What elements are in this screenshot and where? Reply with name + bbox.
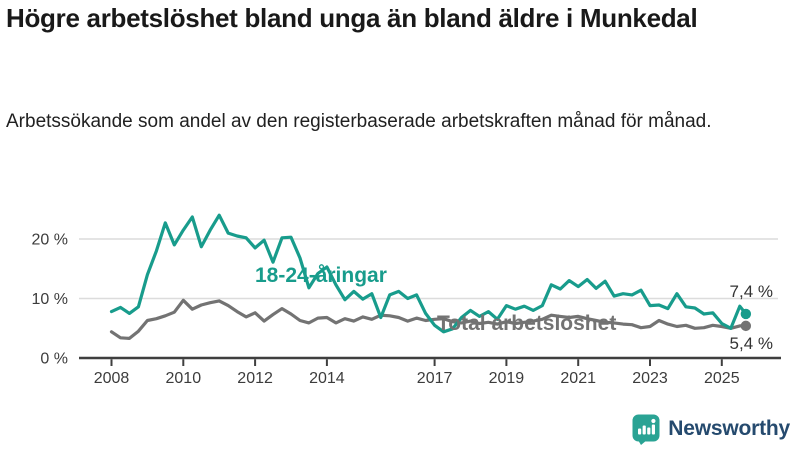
newsworthy-logo[interactable]: Newsworthy — [632, 413, 790, 445]
x-axis-tick-label: 2017 — [417, 370, 453, 387]
x-axis-tick-label: 2021 — [560, 370, 596, 387]
x-axis-tick-label: 2023 — [632, 370, 668, 387]
newsworthy-logo-text: Newsworthy — [668, 417, 790, 440]
youth-unemployment-line-value-label: 7,4 % — [730, 282, 773, 301]
y-axis-tick-label: 10 % — [32, 291, 68, 308]
x-axis-tick-label: 2025 — [704, 370, 740, 387]
total-unemployment-line-label: Total arbetslöshet — [437, 312, 616, 335]
x-axis-tick-label: 2012 — [237, 370, 273, 387]
total-unemployment-line-value-label: 5,4 % — [730, 334, 773, 353]
y-axis-tick-label: 20 % — [32, 232, 68, 249]
x-axis-tick-label: 2008 — [94, 370, 130, 387]
total-unemployment-line-end-dot — [740, 320, 752, 332]
youth-unemployment-line — [109, 213, 748, 334]
x-axis-tick-label: 2019 — [489, 370, 525, 387]
page-subtitle: Arbetssökande som andel av den registerb… — [6, 111, 712, 132]
youth-unemployment-line-end-dot — [740, 308, 752, 320]
x-axis-tick-label: 2014 — [309, 370, 345, 387]
x-axis-tick-label: 2010 — [166, 370, 202, 387]
youth-unemployment-line-label: 18-24-åringar — [255, 264, 387, 287]
page-title: Högre arbetslöshet bland unga än bland ä… — [6, 3, 698, 33]
newsworthy-logo-icon — [632, 414, 660, 445]
y-axis-tick-label: 0 % — [40, 351, 68, 368]
